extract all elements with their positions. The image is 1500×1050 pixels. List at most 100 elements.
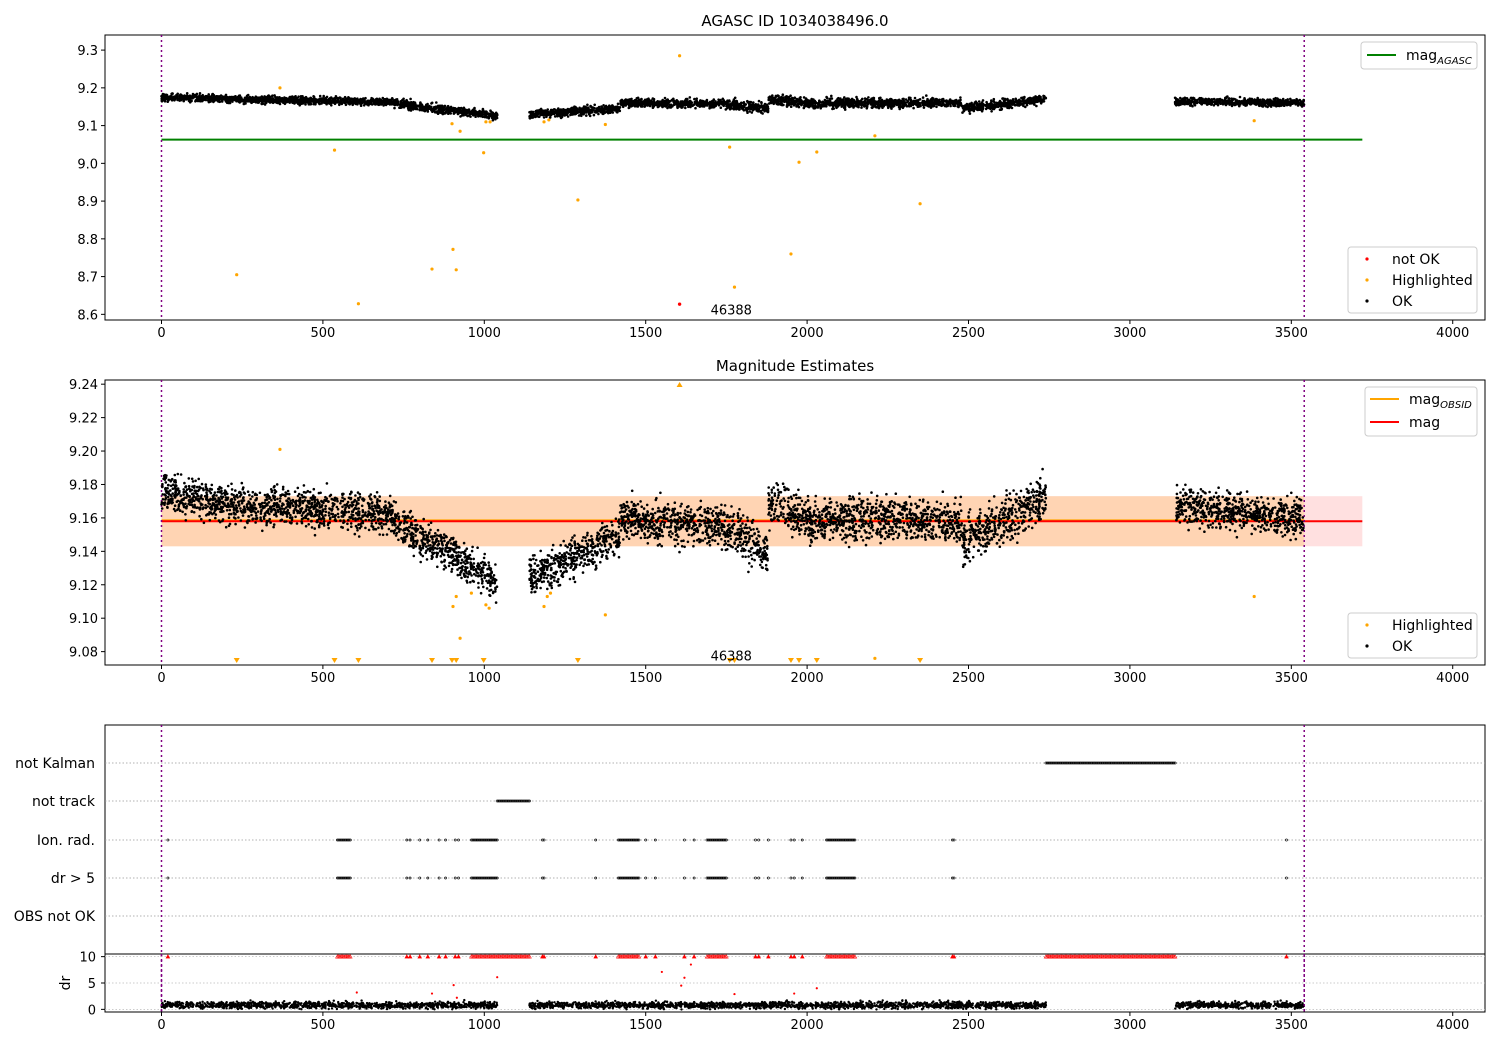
ok-point <box>760 111 763 114</box>
ok-point <box>881 106 884 109</box>
ok-point <box>173 98 177 101</box>
ok-point <box>720 100 723 104</box>
ok-point <box>829 102 833 106</box>
ok-point <box>974 106 977 109</box>
ok-point <box>689 105 692 109</box>
ok-point <box>435 101 438 104</box>
ok-point <box>228 101 232 105</box>
ok-point <box>1003 100 1006 104</box>
ok-point <box>784 98 788 101</box>
ok-point <box>582 110 585 113</box>
ok-point <box>607 111 610 115</box>
ok-point <box>399 106 403 109</box>
ok-point <box>843 106 847 109</box>
ok-point <box>626 102 629 106</box>
ok-point <box>1025 101 1029 105</box>
ok-point <box>825 95 828 99</box>
ok-point <box>756 109 760 112</box>
ok-point <box>1000 107 1004 111</box>
ok-point <box>681 105 684 109</box>
ok-point <box>708 107 711 110</box>
ok-point <box>761 108 765 112</box>
ok-point <box>960 104 964 108</box>
ok-point <box>723 100 727 104</box>
highlighted-point <box>484 120 488 124</box>
ok-point <box>1286 100 1289 104</box>
ok-point <box>1013 103 1017 107</box>
ok-point <box>1183 97 1187 101</box>
ok-point <box>757 99 761 103</box>
ok-point <box>293 102 296 105</box>
ok-point <box>178 96 182 100</box>
highlighted-point <box>482 151 486 155</box>
ok-point <box>621 105 625 109</box>
ok-point <box>460 114 464 117</box>
ok-point <box>838 99 842 103</box>
ok-point <box>819 106 822 110</box>
highlighted-point <box>603 122 607 127</box>
ok-point <box>880 98 884 102</box>
ok-point <box>683 100 686 104</box>
ok-point <box>474 115 477 118</box>
plot-area <box>160 35 1363 320</box>
ok-point <box>353 100 357 103</box>
ok-point <box>984 107 988 111</box>
ok-point <box>931 96 934 100</box>
ok-point <box>1269 103 1272 107</box>
ok-point <box>805 100 809 104</box>
not-ok-point <box>677 302 682 306</box>
ok-point <box>467 114 471 117</box>
ok-point <box>209 97 213 100</box>
ok-point <box>541 110 544 114</box>
ok-point <box>363 100 367 103</box>
highlighted-point <box>430 267 434 271</box>
ok-point <box>250 99 254 103</box>
ok-point <box>942 98 945 102</box>
ok-point <box>1179 102 1182 105</box>
ok-point <box>361 97 365 101</box>
ok-point <box>1248 102 1252 106</box>
ok-point <box>843 103 846 106</box>
ok-point <box>701 105 704 108</box>
ok-point <box>668 106 672 109</box>
ok-point <box>446 105 449 109</box>
ok-point <box>767 102 771 105</box>
ok-point <box>330 104 333 107</box>
ok-point <box>332 99 336 103</box>
x-tick-label: 2000 <box>791 326 824 341</box>
ok-point <box>433 109 436 112</box>
ok-point <box>828 97 831 101</box>
ok-point <box>271 94 274 97</box>
ok-point <box>672 103 676 107</box>
ok-point <box>538 111 541 114</box>
ok-point <box>160 100 164 103</box>
ok-point <box>475 112 479 116</box>
ok-point <box>1276 98 1280 102</box>
ok-point <box>170 94 173 98</box>
ok-point <box>1227 97 1231 100</box>
ok-point <box>842 98 845 101</box>
ok-point <box>488 114 492 118</box>
ok-point <box>836 97 839 101</box>
y-tick-label: 9.1 <box>77 120 98 135</box>
ok-point <box>742 101 745 105</box>
ok-point <box>428 105 431 109</box>
ok-point <box>918 101 922 105</box>
ok-point <box>628 106 631 109</box>
ok-point <box>381 99 385 103</box>
ok-point <box>992 103 996 107</box>
ok-point <box>307 103 311 106</box>
highlighted-point <box>450 122 454 126</box>
ok-point <box>319 97 322 101</box>
ok-point <box>240 98 244 101</box>
ok-point <box>848 101 852 105</box>
ok-point <box>839 97 842 100</box>
ok-point <box>570 113 573 116</box>
ok-point <box>1238 95 1242 99</box>
ok-point <box>968 112 972 115</box>
ok-point <box>1280 102 1283 106</box>
ok-point <box>683 103 687 107</box>
ok-point <box>852 100 855 103</box>
ok-point <box>760 105 764 108</box>
